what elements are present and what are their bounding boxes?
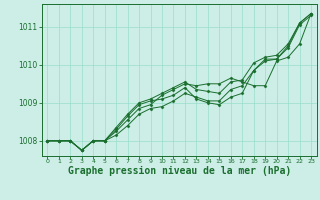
X-axis label: Graphe pression niveau de la mer (hPa): Graphe pression niveau de la mer (hPa) xyxy=(68,166,291,176)
